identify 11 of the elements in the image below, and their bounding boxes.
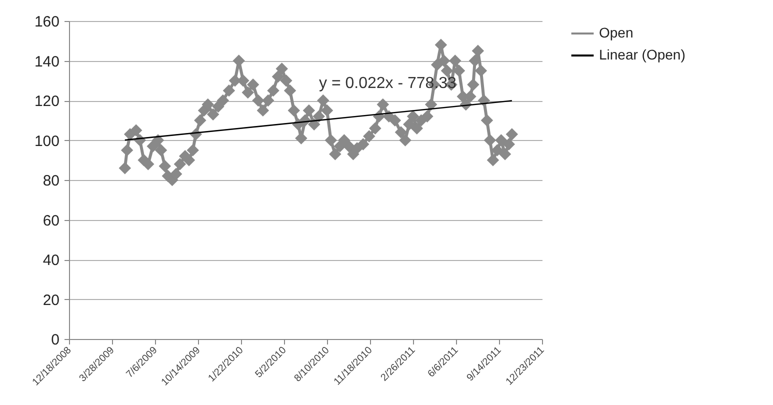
y-tick-label: 0 bbox=[51, 332, 60, 348]
y-tick-label: 60 bbox=[42, 212, 60, 230]
y-tick-label: 100 bbox=[34, 132, 60, 150]
y-tick-label: 160 bbox=[34, 14, 60, 30]
legend-label: Open bbox=[599, 24, 634, 40]
y-tick-label: 20 bbox=[42, 292, 60, 309]
y-tick-label: 140 bbox=[34, 53, 60, 70]
legend-label: Linear (Open) bbox=[599, 46, 686, 62]
y-tick-label: 40 bbox=[42, 252, 60, 269]
y-tick-label: 80 bbox=[42, 172, 60, 190]
y-tick-label: 120 bbox=[34, 93, 60, 110]
